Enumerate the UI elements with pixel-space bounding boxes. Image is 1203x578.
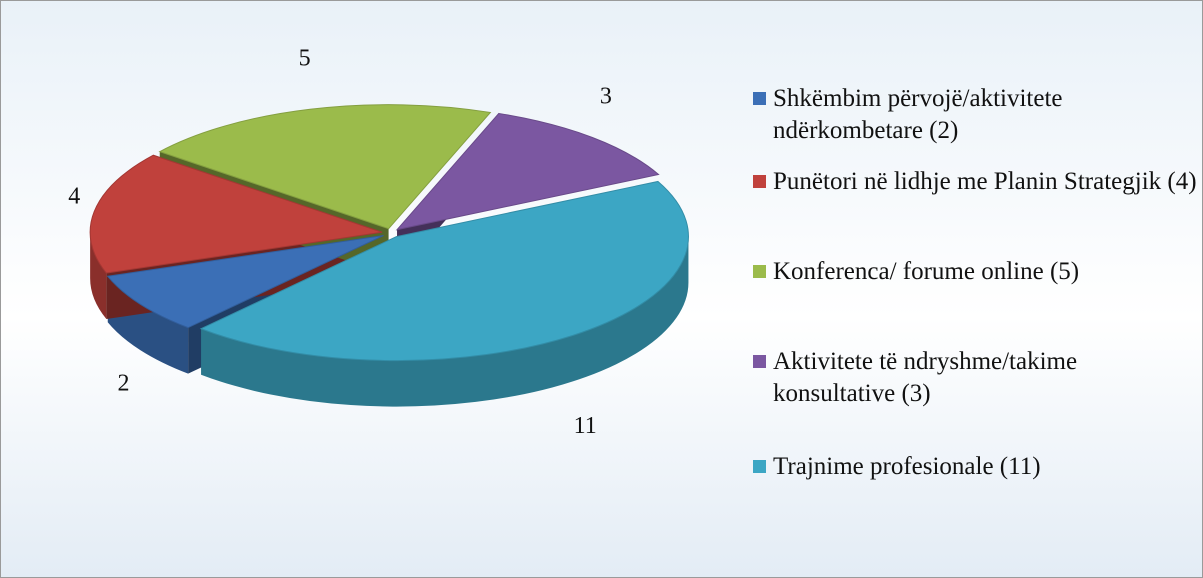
slice	[395, 112, 660, 231]
legend-label: Punëtori në lidhje me Planin Strategjik …	[773, 168, 1197, 195]
legend-label: Trajnime profesionale (11)	[773, 453, 1041, 480]
data-label: 4	[68, 184, 80, 210]
pie-area: 2 4 5 3 11	[68, 45, 689, 439]
legend-swatch	[753, 265, 766, 278]
slice	[106, 234, 384, 329]
legend-swatch	[753, 175, 766, 188]
legend-label: Shkëmbim përvojë/aktivitete ndërkombetar…	[773, 85, 1063, 144]
legend-entry: Punëtori në lidhje me Planin Strategjik …	[753, 166, 1202, 198]
legend-entry: Trajnime profesionale (11)	[753, 451, 1202, 483]
legend-entry: Konferenca/ forume online (5)	[753, 256, 1202, 288]
data-label: 11	[574, 413, 597, 439]
slice	[89, 154, 383, 274]
legend-swatch	[753, 92, 766, 105]
slice	[158, 104, 492, 230]
legend-swatch	[753, 460, 766, 473]
data-label: 2	[117, 371, 129, 397]
legend-label: Konferenca/ forume online (5)	[773, 258, 1080, 285]
legend-label: Aktivitete të ndryshme/takime konsultati…	[773, 348, 1078, 407]
slice	[199, 180, 689, 362]
legend-swatch	[753, 355, 766, 368]
data-label: 5	[299, 45, 311, 71]
legend-entry: Aktivitete të ndryshme/takime konsultati…	[753, 346, 1202, 410]
legend-entry: Shkëmbim përvojë/aktivitete ndërkombetar…	[753, 83, 1202, 147]
slice-side	[201, 236, 689, 407]
data-label: 3	[600, 83, 612, 109]
